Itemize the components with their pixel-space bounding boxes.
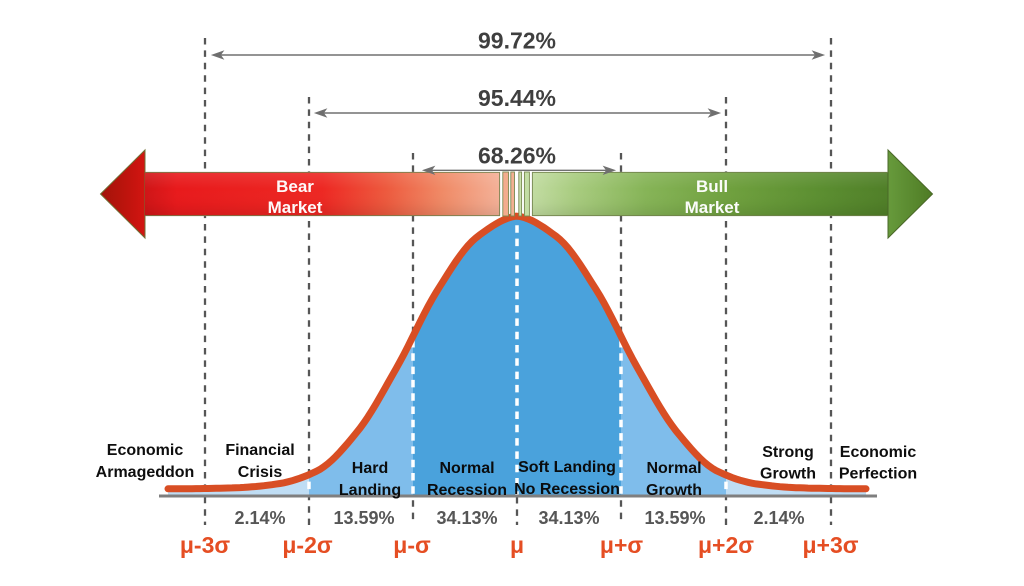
svg-text:Perfection: Perfection: [839, 466, 917, 483]
svg-text:Economic: Economic: [840, 444, 917, 461]
svg-text:99.72%: 99.72%: [478, 28, 556, 54]
svg-text:13.59%: 13.59%: [644, 508, 705, 528]
svg-text:μ-2σ: μ-2σ: [282, 532, 333, 558]
svg-text:Market: Market: [685, 198, 740, 217]
svg-text:2.14%: 2.14%: [753, 508, 804, 528]
svg-text:Growth: Growth: [646, 482, 702, 499]
svg-text:Soft Landing: Soft Landing: [518, 459, 616, 476]
svg-text:Economic: Economic: [107, 442, 184, 459]
svg-text:34.13%: 34.13%: [436, 508, 497, 528]
svg-text:μ-3σ: μ-3σ: [180, 532, 231, 558]
svg-text:34.13%: 34.13%: [538, 508, 599, 528]
svg-text:No Recession: No Recession: [514, 481, 620, 498]
svg-text:μ-σ: μ-σ: [393, 532, 431, 558]
svg-text:Hard: Hard: [352, 460, 388, 477]
svg-text:Bear: Bear: [276, 177, 314, 196]
svg-text:Strong: Strong: [762, 444, 814, 461]
svg-text:13.59%: 13.59%: [333, 508, 394, 528]
svg-text:μ: μ: [510, 532, 524, 558]
svg-text:Normal: Normal: [439, 460, 494, 477]
svg-text:Bull: Bull: [696, 177, 728, 196]
svg-text:2.14%: 2.14%: [234, 508, 285, 528]
svg-text:Recession: Recession: [427, 482, 507, 499]
svg-text:μ+2σ: μ+2σ: [698, 532, 754, 558]
svg-text:Armageddon: Armageddon: [96, 464, 195, 481]
svg-text:μ+3σ: μ+3σ: [802, 532, 858, 558]
svg-text:Market: Market: [268, 198, 323, 217]
svg-text:68.26%: 68.26%: [478, 143, 556, 169]
svg-text:Normal: Normal: [646, 460, 701, 477]
svg-text:μ+σ: μ+σ: [600, 532, 644, 558]
svg-text:Landing: Landing: [339, 482, 401, 499]
svg-text:Growth: Growth: [760, 466, 816, 483]
svg-text:Crisis: Crisis: [238, 464, 283, 481]
svg-text:95.44%: 95.44%: [478, 85, 556, 111]
svg-text:Financial: Financial: [225, 442, 294, 459]
